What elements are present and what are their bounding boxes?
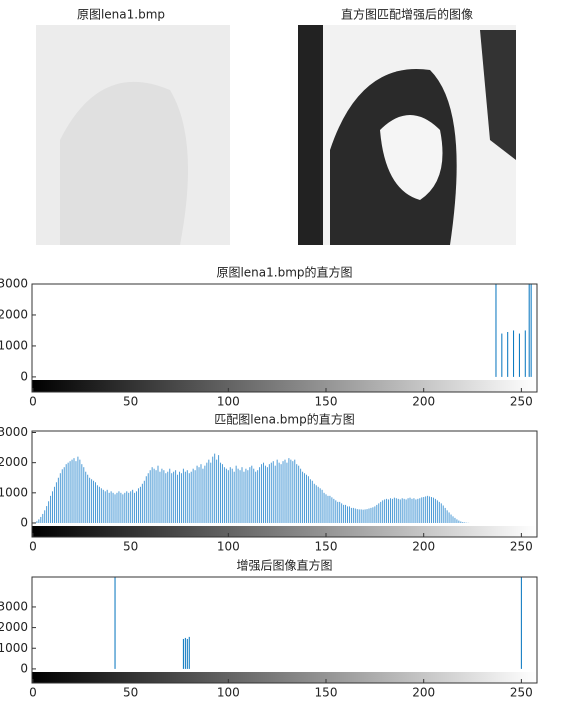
chart-title: 原图lena1.bmp的直方图: [216, 265, 352, 280]
axes-box: [31, 283, 538, 393]
x-tick-label: 200: [412, 395, 435, 409]
x-tick-label: 250: [510, 686, 533, 700]
x-tick-label: 50: [123, 540, 138, 554]
y-tick-label: 1000: [0, 485, 28, 499]
x-tick-label: 100: [217, 686, 240, 700]
bars: [34, 453, 470, 523]
y-tick-label: 0: [20, 515, 28, 529]
x-tick-label: 0: [29, 395, 37, 409]
enhanced-image: [298, 25, 516, 245]
x-tick-label: 150: [315, 686, 338, 700]
y-tick-label: 1000: [0, 641, 28, 655]
y-tick-label: 3000: [0, 425, 28, 439]
x-tick-label: 50: [123, 686, 138, 700]
chart-title: 匹配图lena.bmp的直方图: [214, 412, 354, 427]
x-tick-label: 150: [315, 540, 338, 554]
image-title: 直方图匹配增强后的图像: [341, 7, 473, 22]
image-title: 原图lena1.bmp: [77, 8, 165, 22]
x-tick-label: 200: [412, 686, 435, 700]
x-tick-label: 250: [510, 395, 533, 409]
y-tick-label: 1000: [0, 338, 28, 352]
colorbar: [32, 380, 537, 392]
y-tick-label: 0: [20, 369, 28, 383]
x-tick-label: 0: [29, 686, 37, 700]
axes-box: [31, 576, 538, 684]
colorbar: [32, 672, 537, 683]
y-tick-label: 2000: [0, 620, 28, 634]
x-tick-label: 100: [217, 395, 240, 409]
y-tick-label: 2000: [0, 307, 28, 321]
x-tick-label: 250: [510, 540, 533, 554]
y-tick-label: 2000: [0, 455, 28, 469]
y-tick-label: 3000: [0, 599, 28, 613]
y-tick-label: 3000: [0, 277, 28, 291]
axes-box: [31, 430, 538, 538]
x-tick-label: 200: [412, 540, 435, 554]
chart-title: 增强后图像直方图: [236, 558, 332, 573]
bars: [495, 284, 532, 377]
x-tick-label: 50: [123, 395, 138, 409]
x-tick-label: 100: [217, 540, 240, 554]
bars: [114, 577, 522, 669]
x-tick-label: 150: [315, 395, 338, 409]
y-tick-label: 0: [20, 661, 28, 675]
colorbar: [32, 526, 537, 537]
x-tick-label: 0: [29, 540, 37, 554]
original-image: [12, 25, 230, 245]
